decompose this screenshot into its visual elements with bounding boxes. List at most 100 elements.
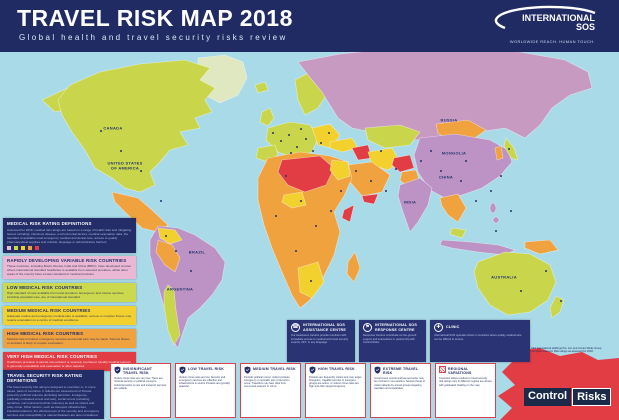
facility-location-dot (465, 160, 467, 162)
north-america-landmass (57, 59, 216, 193)
security-card-label: MEDIUM TRAVEL RISK (253, 367, 296, 371)
japan-landmass (503, 137, 519, 161)
facility-card-label: INTERNATIONAL SOS ASSISTANCE CENTRE (303, 323, 347, 332)
facility-location-dot (440, 170, 442, 172)
security-risk-definitions-panel: TRAVEL SECURITY RISK RATING DEFINITIONS … (3, 370, 104, 419)
shield-icon (179, 366, 186, 374)
facility-location-dot (315, 225, 317, 227)
map-copyright-note: © 2017 AEA International Holdings Pte. L… (522, 347, 602, 354)
medical-category-body: Healthcare provision is almost non-exist… (7, 360, 131, 369)
peru-bolivia-region (155, 239, 181, 273)
facility-location-dot (300, 128, 302, 130)
facility-card-2[interactable]: ✚ CLINIC International SOS operates clinic… (430, 320, 530, 362)
country-label: CHINA (438, 174, 454, 180)
medical-swatch-3 (28, 245, 32, 250)
malaysia-region (449, 227, 467, 239)
facility-location-dot (475, 200, 477, 202)
medical-swatch-color (35, 245, 39, 250)
western-europe-landmass (265, 121, 319, 159)
turkey-region (329, 137, 359, 153)
facility-location-dot (290, 152, 292, 154)
security-card-0[interactable]: INSIGNIFICANT TRAVEL RISK Violent crime r… (110, 363, 171, 418)
medical-category-label: VERY HIGH MEDICAL RISK COUNTRIES (7, 354, 98, 360)
medical-category-label: LOW MEDICAL RISK COUNTRIES (7, 285, 83, 291)
facility-location-dot (320, 142, 322, 144)
security-card-label: INSIGNIFICANT TRAVEL RISK (123, 367, 153, 376)
security-card-head: LOW TRAVEL RISK (179, 366, 232, 374)
medical-definitions-body: Assessed for 2018, medical risk ratings … (7, 227, 132, 244)
medical-swatch-1 (14, 245, 18, 250)
northern-andes-region (157, 227, 183, 245)
indochina-region (439, 193, 467, 223)
facility-location-dot (508, 148, 510, 150)
control-risks-logo-part1: Control (524, 388, 572, 406)
security-card-3[interactable]: HIGH TRAVEL RISK Protests are frequently … (305, 363, 366, 418)
medical-category-label: RAPIDLY DEVELOPING VARIABLE RISK COUNTRI… (7, 258, 127, 263)
security-definitions-body: The travel security risk rating is assig… (7, 384, 100, 417)
gulf-of-guinea-region (281, 191, 307, 209)
phone-icon: ☎ (291, 323, 300, 332)
facility-location-dot (420, 160, 422, 162)
security-card-head: MEDIUM TRAVEL RISK (244, 366, 297, 374)
iceland-landmass (254, 81, 269, 94)
medical-category-body: These countries, including Brazil, Russi… (7, 264, 131, 277)
horn-of-africa-region (341, 204, 355, 223)
security-card-2[interactable]: MEDIUM TRAVEL RISK Periodic political unr… (240, 363, 301, 418)
security-card-4[interactable]: EXTREME TRAVEL RISK Government control an… (370, 363, 431, 418)
facility-location-dot (280, 140, 282, 142)
facility-location-dot (328, 132, 330, 134)
flag-icon: ⚑ (363, 323, 372, 332)
chile-region (163, 284, 181, 346)
facility-card-label: INTERNATIONAL SOS RESPONSE CENTRE (375, 323, 417, 332)
medical-risk-categories: RAPIDLY DEVELOPING VARIABLE RISK COUNTRI… (3, 256, 136, 372)
facility-location-dot (175, 250, 177, 252)
facility-card-1[interactable]: ⚑ INTERNATIONAL SOS RESPONSE CENTRE Respon… (359, 320, 426, 362)
security-card-head: INSIGNIFICANT TRAVEL RISK (114, 366, 167, 376)
medical-definitions-title: MEDICAL RISK RATING DEFINITIONS (7, 221, 92, 226)
security-card-label: EXTREME TRAVEL RISK (383, 367, 419, 376)
medical-swatch-0 (7, 245, 11, 250)
security-card-body: Protests are frequently violent and may … (309, 375, 362, 389)
security-risk-card-row: INSIGNIFICANT TRAVEL RISK Violent crime r… (110, 363, 496, 418)
facility-location-dot (385, 190, 387, 192)
facility-location-dot (272, 132, 274, 134)
page-title: TRAVEL RISK MAP 2018 (17, 5, 293, 31)
facility-card-body: Our Assistance Centres provide members w… (291, 334, 349, 344)
security-definitions-title: TRAVEL SECURITY RISK RATING DEFINITIONS (7, 373, 83, 383)
medical-category-body: High standard of care available from loc… (7, 291, 125, 300)
logo-line1: INTERNATIONAL (522, 13, 595, 23)
facility-card-0[interactable]: ☎ INTERNATIONAL SOS ASSISTANCE CENTRE Our … (287, 320, 355, 362)
medical-category-body: Adequate routine and emergency medical c… (7, 314, 132, 323)
facility-location-dot (275, 215, 277, 217)
facility-legend-row: ☎ INTERNATIONAL SOS ASSISTANCE CENTRE Our … (287, 320, 530, 362)
security-card-head: HIGH TRAVEL RISK (309, 366, 362, 374)
facility-card-head: ✚ CLINIC (434, 323, 526, 332)
cross-icon: ✚ (434, 323, 443, 332)
medical-category-2: MEDIUM MEDICAL RISK COUNTRIES Adequate ro… (3, 306, 136, 326)
security-card-body: Periodic political unrest, violent prote… (244, 375, 291, 389)
medical-swatch-color (28, 245, 32, 250)
facility-location-dot (490, 190, 492, 192)
facility-location-dot (380, 150, 382, 152)
country-label: BRAZIL (188, 249, 206, 255)
facility-card-label: CLINIC (446, 325, 460, 330)
medical-swatch-2 (21, 245, 25, 250)
security-card-body: Violent crime rates are very low. There … (114, 377, 167, 390)
papua-new-guinea-landmass (524, 239, 559, 255)
security-card-1[interactable]: LOW TRAVEL RISK Violent crime rates are l… (175, 363, 236, 418)
facility-location-dot (520, 290, 522, 292)
madagascar-landmass (346, 251, 361, 283)
facility-location-dot (295, 250, 297, 252)
facility-location-dot (310, 280, 312, 282)
country-label: ARGENTINA (166, 286, 194, 292)
security-card-head: EXTREME TRAVEL RISK (374, 366, 427, 376)
header-bar: TRAVEL RISK MAP 2018 Global health and t… (0, 0, 619, 52)
page-subtitle: Global health and travel security risks … (19, 33, 288, 42)
logo-swoosh-icon (494, 5, 596, 30)
medical-risk-definitions-panel: MEDICAL RISK RATING DEFINITIONS Assessed… (3, 218, 136, 253)
security-card-5[interactable]: REGIONAL VARIATIONS Countries where medic… (435, 363, 496, 418)
facility-location-dot (355, 170, 357, 172)
facility-location-dot (460, 180, 462, 182)
